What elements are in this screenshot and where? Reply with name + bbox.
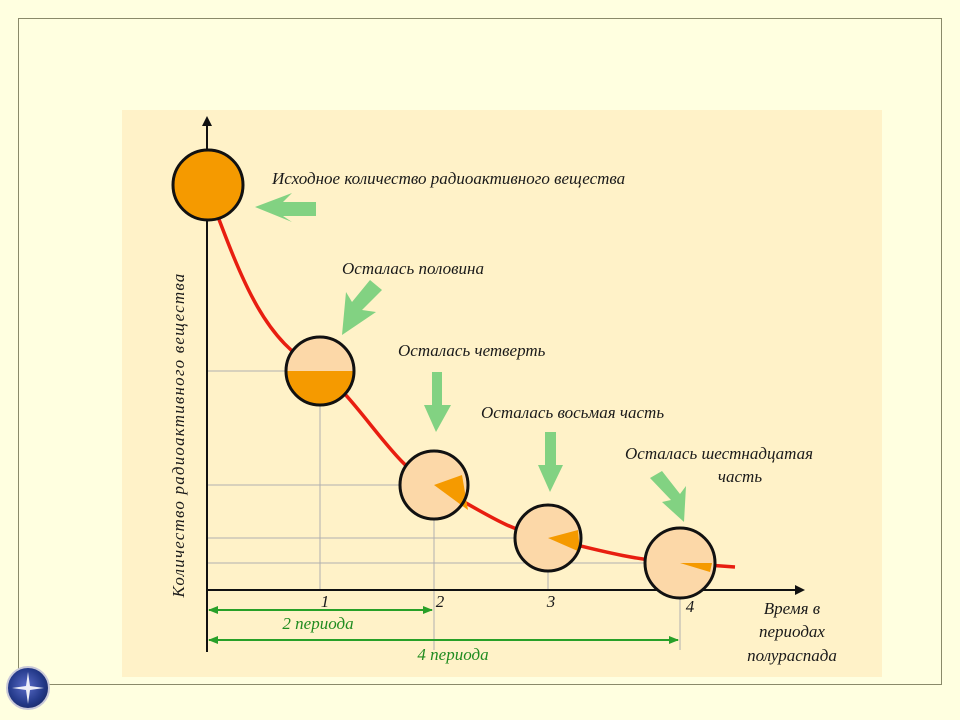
- tick-label-2: 2: [436, 592, 445, 611]
- circle-quarter: [398, 449, 470, 521]
- label-half: Осталась половина: [342, 259, 484, 278]
- circle-eighth: [513, 503, 583, 573]
- label-eighth: Осталась восьмая часть: [481, 403, 664, 422]
- label-initial: Исходное количество радиоактивного вещес…: [271, 169, 625, 188]
- label-sixteenth-line1: Осталась шестнадцатая: [625, 444, 813, 463]
- label-quarter: Осталась четверть: [398, 341, 546, 360]
- circle-initial: [171, 148, 245, 222]
- x-axis-label-line3: полураспада: [747, 646, 837, 665]
- circle-sixteenth: [643, 526, 717, 600]
- logo-icon: [6, 666, 50, 710]
- circle-half: [284, 335, 356, 407]
- span-four-label: 4 периода: [417, 645, 488, 664]
- arrow-sixteenth: [650, 471, 686, 522]
- x-axis-label-line1: Время в: [764, 599, 821, 618]
- diagram-panel: [122, 110, 882, 677]
- y-axis-label: Количество радиоактивного вещества: [169, 273, 188, 599]
- tick-label-3: 3: [546, 592, 556, 611]
- arrow-half: [342, 280, 382, 335]
- arrow-eighth: [538, 432, 563, 492]
- tick-label-4: 4: [686, 597, 695, 616]
- arrow-initial: [255, 193, 316, 222]
- x-axis-label-line2: периодах: [759, 622, 825, 641]
- tick-label-1: 1: [321, 592, 330, 611]
- arrow-quarter: [424, 372, 451, 432]
- span-two-label: 2 периода: [282, 614, 353, 633]
- pointer-arrows: [255, 193, 686, 522]
- slide-frame: [18, 18, 942, 685]
- label-sixteenth-line2: часть: [718, 467, 762, 486]
